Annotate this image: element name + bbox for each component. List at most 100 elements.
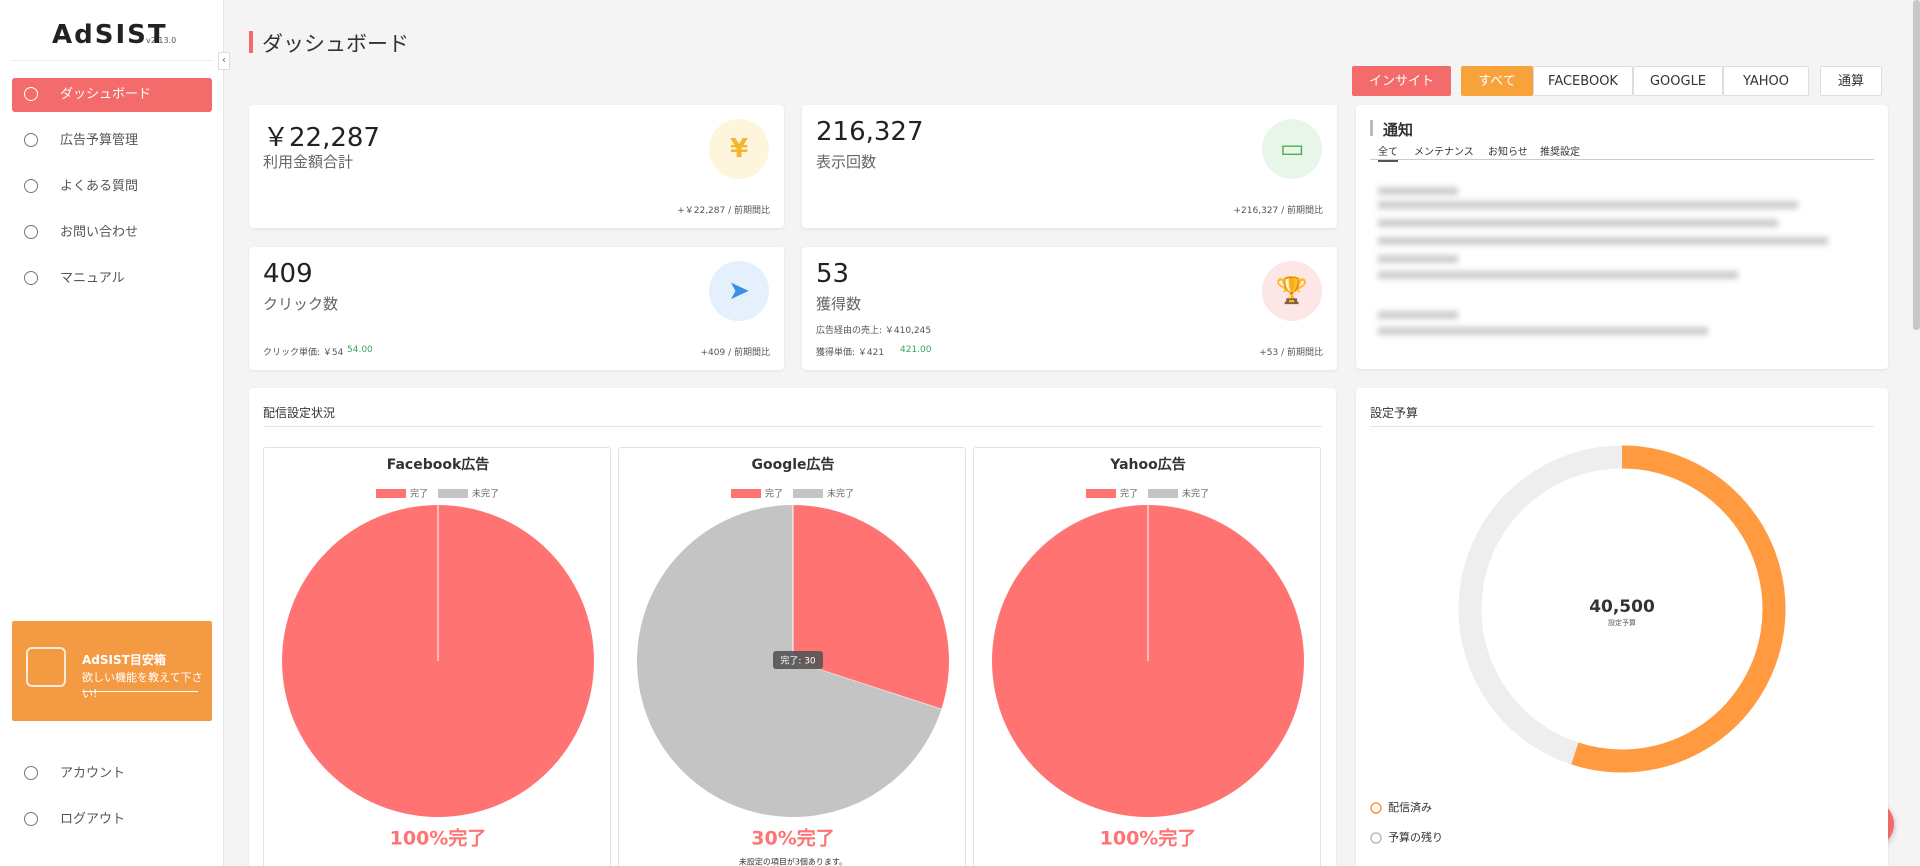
sidebar: AdSIST v2.13.0 ダッシュボード 広告予算管理 よくある質問 お問い合わせ… — [0, 0, 224, 866]
nav-icon — [24, 766, 38, 780]
banner-icon — [26, 647, 66, 687]
donut-total: 40,500 — [1589, 597, 1655, 617]
metric-icon: 🏆 — [1262, 261, 1322, 321]
legend-marker — [1370, 832, 1382, 844]
metric-note: 広告経由の売上: ￥410,245 — [816, 326, 932, 336]
metric-label: 獲得数 — [816, 295, 862, 313]
filter-button[interactable]: 通算 — [1820, 66, 1882, 96]
panel-rule — [1370, 426, 1874, 427]
filter-button[interactable]: GOOGLE — [1633, 66, 1723, 96]
tab[interactable]: お知らせ — [1488, 147, 1528, 158]
banner-rule — [82, 691, 198, 692]
legend-swatch — [731, 489, 761, 498]
legend-label: 未完了 — [1182, 488, 1209, 500]
notification-panel: 通知全て メンテナンス お知らせ 推奨設定 — [1356, 105, 1888, 369]
donut-segment — [1458, 445, 1623, 765]
chart-title: Google広告 — [751, 456, 834, 473]
nav-item[interactable]: マニュアル — [12, 262, 212, 296]
metric-value: 409 — [263, 259, 313, 289]
metric-icon: ¥ — [709, 119, 769, 179]
metric-sub: 獲得単価: ￥421 — [816, 348, 885, 358]
legend-swatch — [1086, 489, 1116, 498]
metric-value: 53 — [816, 259, 850, 289]
metric-sub-value: 54.00 — [347, 345, 373, 355]
nav-label: 広告予算管理 — [60, 133, 139, 148]
metric-change: +216,327 / 前期間比 — [1233, 206, 1323, 216]
chart-panel: Google広告 完了 未完了 完了: 30 30%完了 未設定の項目が3個あります。 — [618, 447, 966, 866]
filter-button[interactable]: すべて — [1461, 66, 1533, 96]
chart-note: 未設定の項目が3個あります。 — [739, 857, 847, 866]
legend-label: 配信済み — [1388, 800, 1432, 814]
legend-swatch — [1148, 489, 1178, 498]
scrollbar — [1913, 0, 1920, 330]
nav-item[interactable]: 広告予算管理 — [12, 124, 212, 158]
promo-banner[interactable]: AdSIST目安箱欲しい機能を教えて下さい! — [12, 621, 212, 721]
tooltip: 完了: 30 — [780, 656, 816, 667]
nav-icon — [24, 179, 38, 193]
nav-label: よくある質問 — [60, 179, 139, 194]
collapse-toggle[interactable]: ‹ — [218, 52, 230, 70]
filter-button[interactable]: インサイト — [1352, 66, 1451, 96]
chart-title: Facebook広告 — [387, 456, 490, 473]
metric-sub-value: 421.00 — [900, 345, 932, 355]
blurred-text — [1378, 187, 1458, 195]
blurred-text — [1378, 237, 1828, 245]
blurred-text — [1378, 255, 1458, 263]
nav-icon — [24, 87, 38, 101]
blurred-text — [1378, 327, 1708, 335]
legend-label: 完了 — [765, 489, 783, 500]
nav-label: ダッシュボード — [60, 87, 152, 102]
tab[interactable]: 全て — [1378, 143, 1398, 162]
nav-icon — [24, 225, 38, 239]
blurred-text — [1378, 311, 1458, 319]
chart-title: Yahoo広告 — [1109, 456, 1186, 473]
legend-swatch — [793, 489, 823, 498]
chart-panel: Facebook広告 完了 未完了 100%完了 — [263, 447, 611, 866]
banner-title: AdSIST目安箱 — [82, 653, 166, 667]
legend-marker — [1370, 802, 1382, 814]
panel-title: 配信設定状況 — [263, 406, 336, 420]
nav-item[interactable]: ダッシュボード — [12, 78, 212, 112]
nav-item[interactable]: お問い合わせ — [12, 216, 212, 250]
metric-card: 409 クリック数 ➤ +409 / 前期間比 クリック単価: ￥54 54.00 — [249, 247, 784, 370]
nav-item[interactable]: よくある質問 — [12, 170, 212, 204]
filter-button[interactable]: YAHOO — [1723, 66, 1809, 96]
legend-label: 完了 — [410, 489, 428, 500]
metric-icon: ▭ — [1262, 119, 1322, 179]
blurred-text — [1378, 271, 1738, 279]
pie-slice — [793, 505, 949, 710]
nav-label: ログアウト — [60, 812, 126, 827]
filter-button[interactable]: FACEBOOK — [1533, 66, 1633, 96]
panel-title: 通知 — [1383, 121, 1414, 139]
delivery-panel: 配信設定状況 Facebook広告完了 未完了 100%完了 Google広告完了 未完了… — [249, 388, 1336, 866]
metric-sub: クリック単価: ￥54 — [263, 348, 344, 358]
metric-label: クリック数 — [263, 295, 339, 313]
page-title: ダッシュボード — [262, 32, 409, 56]
legend-label: 未完了 — [827, 488, 854, 500]
panel-rule — [263, 426, 1322, 427]
banner-text: 欲しい機能を教えて下さい! — [82, 671, 203, 700]
chart-result: 100%完了 — [1100, 828, 1197, 850]
blurred-text — [1378, 201, 1798, 209]
tab[interactable]: 推奨設定 — [1540, 147, 1580, 158]
nav-icon — [24, 133, 38, 147]
metric-icon: ➤ — [709, 261, 769, 321]
metric-change: +53 / 前期間比 — [1259, 348, 1323, 358]
divider — [10, 60, 214, 61]
tooltip-box — [773, 651, 823, 669]
nav-item[interactable]: アカウント — [12, 757, 212, 791]
tab[interactable]: メンテナンス — [1414, 147, 1474, 158]
metric-card: 53 獲得数 🏆 +53 / 前期間比 広告経由の売上: ￥410,245 獲得単価: ￥… — [802, 247, 1337, 370]
nav-label: アカウント — [60, 766, 126, 781]
nav-item[interactable]: ログアウト — [12, 803, 212, 837]
title-marker — [249, 31, 253, 53]
tab-rule — [1370, 159, 1874, 160]
version: v2.13.0 — [146, 36, 177, 45]
legend-swatch — [376, 489, 406, 498]
metric-value: ￥22,287 — [263, 123, 380, 153]
metric-value: 216,327 — [816, 117, 924, 147]
donut-caption: 設定予算 — [1608, 618, 1636, 627]
